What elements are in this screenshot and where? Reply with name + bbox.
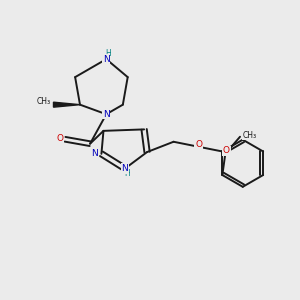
Polygon shape (53, 102, 80, 107)
Text: H: H (105, 49, 111, 58)
Text: N: N (103, 55, 110, 64)
Text: O: O (223, 146, 230, 155)
Text: N: N (92, 149, 98, 158)
Text: CH₃: CH₃ (37, 97, 51, 106)
Text: CH₃: CH₃ (242, 131, 256, 140)
Text: O: O (56, 134, 63, 143)
Text: N: N (103, 110, 110, 119)
Text: O: O (195, 140, 202, 149)
Text: N: N (122, 164, 128, 173)
Text: H: H (124, 169, 130, 178)
